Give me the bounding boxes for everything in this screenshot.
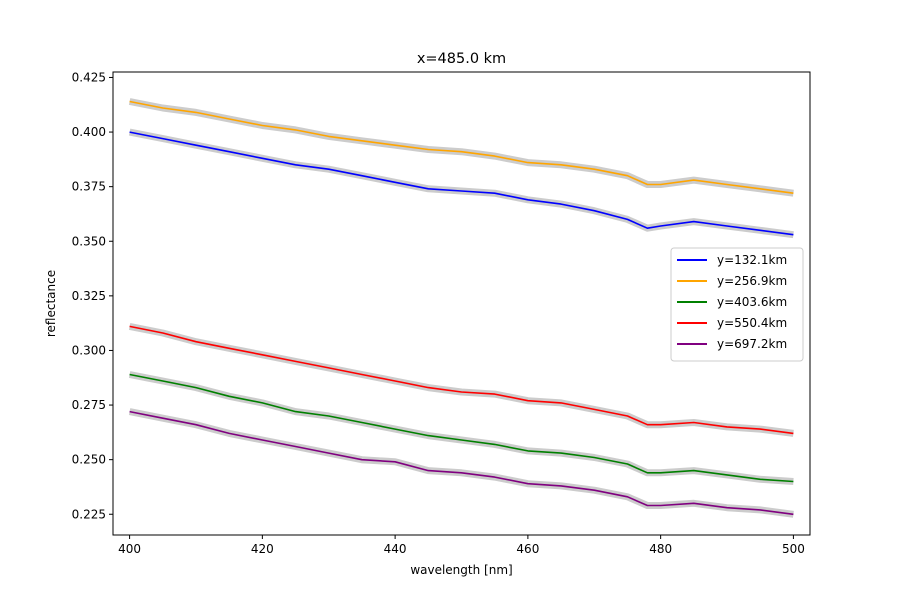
y-tick-label: 0.250 — [72, 453, 106, 467]
y-tick-label: 0.325 — [72, 289, 106, 303]
y-axis-label: reflectance — [44, 270, 58, 337]
y-tick-label: 0.425 — [72, 70, 106, 84]
x-axis-label: wavelength [nm] — [410, 563, 512, 577]
x-tick-label: 440 — [384, 542, 407, 556]
legend-label: y=550.4km — [717, 316, 787, 330]
x-tick-label: 460 — [516, 542, 539, 556]
x-tick-label: 400 — [118, 542, 141, 556]
y-tick-label: 0.350 — [72, 234, 106, 248]
legend-box — [670, 247, 804, 362]
y-tick-label: 0.300 — [72, 343, 106, 357]
legend-label: y=403.6km — [717, 295, 787, 309]
legend-label: y=697.2km — [717, 337, 787, 351]
y-tick-label: 0.225 — [72, 507, 106, 521]
y-tick-label: 0.375 — [72, 180, 106, 194]
x-axis-ticks: 400 420 440 460 480 500 — [118, 535, 805, 556]
series-line — [129, 373, 794, 483]
x-tick-label: 420 — [251, 542, 274, 556]
y-axis-ticks: 0.225 0.250 0.275 0.300 0.325 0.350 0.375 0.400… — [72, 70, 113, 521]
x-tick-label: 480 — [649, 542, 672, 556]
legend-label: y=256.9km — [717, 274, 787, 288]
series-line — [129, 100, 794, 194]
series-lines — [129, 100, 794, 516]
y-tick-label: 0.275 — [72, 398, 106, 412]
x-tick-label: 500 — [782, 542, 805, 556]
series-line — [129, 325, 794, 435]
chart-title: x=485.0 km — [417, 51, 506, 67]
uncertainty-band — [128, 408, 794, 518]
plot-area-frame — [112, 71, 811, 536]
series-line — [129, 410, 794, 516]
legend: y=132.1km y=256.9km y=403.6km y=550.4km y=69… — [670, 247, 804, 362]
series-line — [129, 131, 794, 236]
legend-label: y=132.1km — [717, 253, 787, 267]
y-tick-label: 0.400 — [72, 125, 106, 139]
